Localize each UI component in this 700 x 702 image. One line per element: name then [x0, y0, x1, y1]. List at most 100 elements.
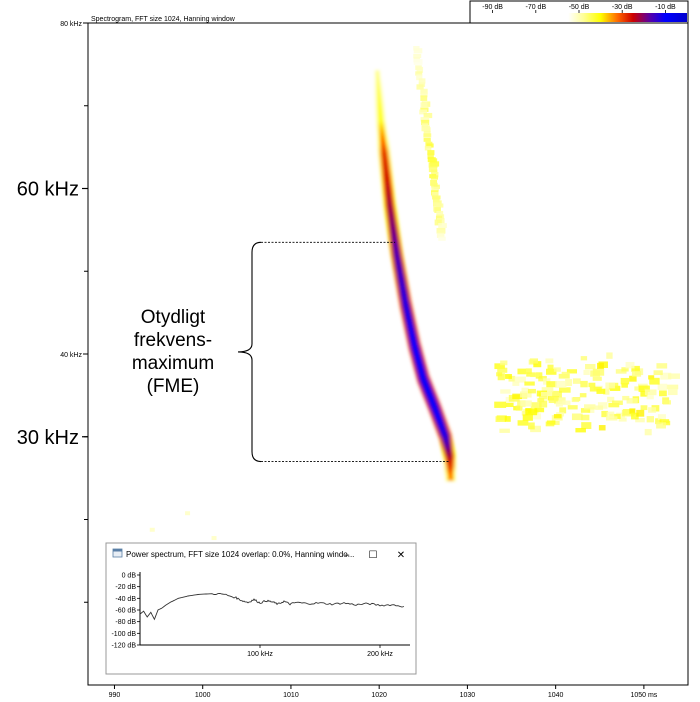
call-cell-core — [377, 102, 383, 108]
noise-cell — [539, 400, 548, 408]
call-cell-core — [383, 170, 389, 176]
noise-cell — [528, 422, 535, 430]
noise-cell — [629, 408, 636, 414]
noise-cell — [648, 407, 657, 413]
harmonic-cell — [435, 215, 443, 221]
ps-y-tick-label: -20 dB — [115, 584, 136, 591]
noise-cell — [581, 422, 592, 429]
annotation-line-1: Otydligt — [141, 307, 206, 328]
close-button[interactable]: ✕ — [397, 550, 405, 561]
call-cell-core — [401, 294, 407, 300]
noise-cell — [584, 404, 596, 410]
harmonic-cell — [430, 175, 439, 180]
noise-cell — [538, 375, 547, 382]
noise-cell — [525, 368, 532, 374]
y-tick-label: 80 kHz — [60, 21, 82, 28]
noise-cell — [521, 410, 529, 416]
noise-cell — [581, 414, 590, 421]
noise-cell — [595, 405, 604, 410]
harmonic-cell — [427, 153, 434, 159]
noise-cell — [561, 371, 570, 378]
noise-cell — [565, 379, 573, 386]
harmonic-cell — [416, 84, 424, 90]
call-cell-core — [404, 307, 410, 313]
noise-cell — [636, 409, 645, 417]
x-tick-label: 990 — [109, 692, 121, 699]
noise-cell — [562, 400, 571, 405]
call-cell-core — [407, 322, 413, 328]
call-cell-core — [376, 91, 382, 97]
call-cell-core — [396, 266, 402, 272]
noise-cell — [646, 416, 655, 423]
noise-cell — [514, 376, 526, 383]
x-tick-label: 1030 — [460, 692, 476, 699]
noise-cell — [529, 358, 539, 364]
noise-cell — [621, 383, 628, 388]
noise-cell — [499, 428, 510, 433]
maximize-button[interactable]: ☐ — [369, 550, 378, 561]
call-cell-core — [395, 259, 401, 265]
call-cell-core — [410, 334, 416, 340]
harmonic-cell — [428, 162, 438, 168]
power-spectrum-window[interactable]: Power spectrum, FFT size 1024 overlap: 0… — [105, 542, 417, 675]
noise-cell — [629, 375, 637, 382]
noise-cell — [668, 373, 680, 379]
curly-bracket — [237, 241, 262, 463]
noise-cell — [522, 414, 533, 421]
noise-cell — [548, 396, 558, 403]
noise-cell — [649, 377, 660, 385]
call-cell-core — [399, 284, 405, 290]
noise-cell — [520, 400, 532, 407]
noise-cell — [512, 393, 522, 400]
call-cell-core — [402, 298, 408, 304]
noise-cell — [546, 368, 557, 375]
call-cell-core — [375, 77, 381, 83]
call-cell-core — [385, 188, 391, 194]
noise-cell — [646, 395, 654, 400]
colorbar-tick-label: -70 dB — [525, 4, 546, 11]
call-cell-core — [384, 181, 390, 187]
call-cell-core — [393, 248, 399, 254]
noise-cell — [597, 362, 604, 369]
noise-cell — [559, 387, 571, 393]
noise-cell — [525, 408, 538, 416]
noise-cell — [567, 405, 578, 410]
window-titlebar[interactable] — [107, 544, 415, 563]
harmonic-cell — [421, 123, 429, 128]
minimize-button[interactable]: – — [344, 548, 350, 561]
noise-cell — [667, 389, 678, 396]
noise-cell — [524, 381, 535, 386]
noise-cell — [533, 413, 542, 420]
noise-cell — [607, 396, 615, 403]
harmonic-cell — [416, 66, 424, 73]
harmonic-cell — [419, 109, 427, 115]
call-cell-core — [386, 199, 392, 205]
call-cell-core — [409, 331, 415, 337]
noise-cell — [585, 364, 596, 370]
call-cell-core — [374, 70, 380, 76]
noise-cell — [537, 398, 545, 403]
x-tick-label: 1010 — [283, 692, 299, 699]
noise-cell — [631, 365, 640, 372]
noise-cell — [598, 425, 606, 431]
noise-cell — [575, 427, 586, 433]
harmonic-cell — [420, 95, 428, 101]
annotation-line-2: frekvens- — [134, 330, 212, 351]
ps-y-axis: 0 dB -20 dB -40 dB -60 dB -80 dB -100 dB -120 … — [111, 573, 140, 650]
ps-y-tick-label: -80 dB — [115, 619, 136, 626]
noise-cell — [657, 414, 666, 420]
harmonic-cell — [438, 225, 446, 230]
harmonic-cell — [418, 78, 426, 84]
noise-cell — [494, 363, 505, 370]
call-cell-core — [411, 340, 417, 346]
call-cell-core — [391, 230, 397, 236]
noise-cell — [635, 418, 645, 423]
noise-cell — [517, 420, 529, 426]
noise-cell — [149, 527, 155, 532]
noise-cell — [505, 402, 514, 407]
noise-cell — [545, 358, 554, 364]
call-cell-core — [408, 328, 414, 334]
noise-cell — [553, 367, 561, 372]
call-cell-core — [384, 177, 390, 183]
ps-y-tick-label: -120 dB — [111, 643, 136, 650]
